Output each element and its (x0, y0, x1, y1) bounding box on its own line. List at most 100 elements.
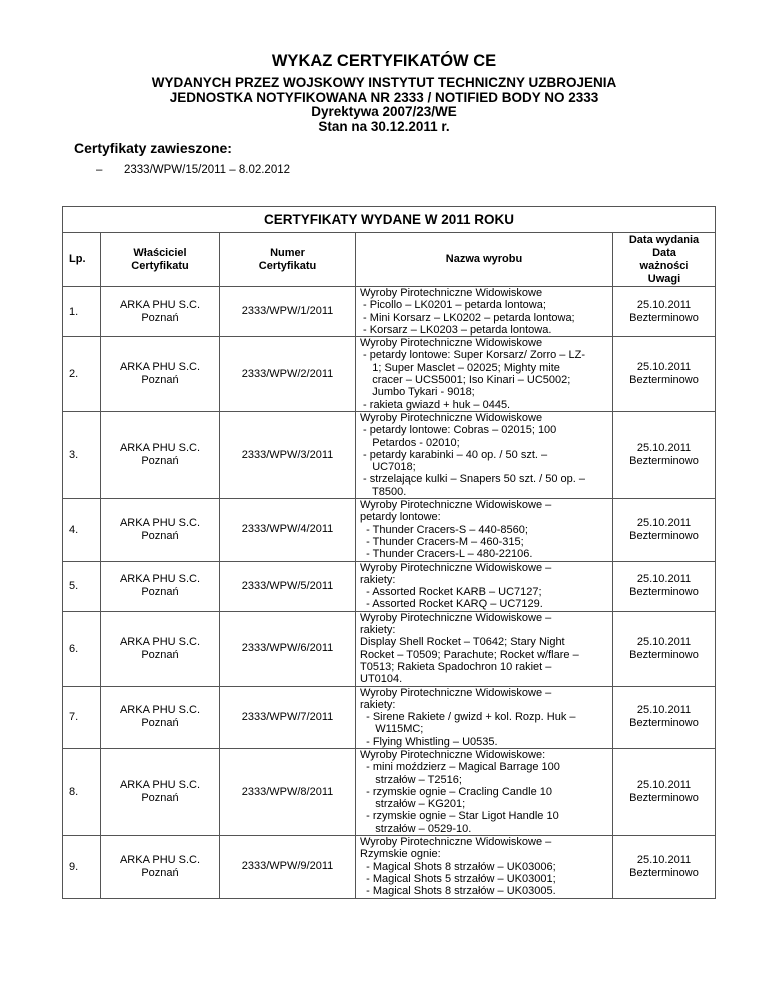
cell-number: 2333/WPW/7/2011 (219, 685, 356, 749)
cell-product: Wyroby Pirotechniczne Widowiskowe – rakie… (355, 685, 613, 749)
cell-number: 2333/WPW/5/2011 (219, 560, 356, 612)
date-line: Bezterminowo (629, 529, 699, 542)
cell-product: Wyroby Pirotechniczne Widowiskowe - Pico… (355, 285, 613, 338)
owner-line: ARKA PHU S.C. (119, 573, 201, 586)
date-line: 25.10.2011 (636, 361, 692, 374)
product-line: - Korsarz – LK0203 – petarda lontowa. (360, 323, 552, 336)
col-date-line: Uwagi (647, 272, 681, 285)
cell-number: 2333/WPW/3/2011 (219, 410, 356, 500)
product-line: W115MC; (360, 723, 424, 736)
product-line: - Magical Shots 5 strzałów – UK03001; (360, 872, 556, 885)
owner-line: ARKA PHU S.C. (119, 635, 201, 648)
table-row: 2. ARKA PHU S.C. Poznań 2333/WPW/2/2011 Wyro… (62, 336, 717, 412)
cell-lp: 4. (62, 498, 101, 562)
product-line: Wyroby Pirotechniczne Widowiskowe: (360, 748, 546, 761)
owner-line: ARKA PHU S.C. (119, 516, 201, 529)
owner-line: Poznań (141, 586, 179, 599)
product-line: UT0104. (360, 673, 403, 686)
product-line: cracer – UCS5001; Iso Kinari – UC5002; (360, 374, 571, 387)
product-line: Wyroby Pirotechniczne Widowiskowe – (360, 561, 552, 574)
cell-date: 25.10.2011 Bezterminowo (611, 685, 717, 749)
certificates-table: CERTYFIKATY WYDANE W 2011 ROKU Lp. Właśc… (61, 206, 717, 899)
owner-line: Poznań (141, 648, 179, 661)
cell-product: Wyroby Pirotechniczne Widowiskowe: - min… (355, 747, 613, 837)
cell-owner: ARKA PHU S.C. Poznań (100, 285, 220, 338)
table-row: 5. ARKA PHU S.C. Poznań 2333/WPW/5/2011 Wyro… (62, 560, 717, 612)
col-date-line: Data wydania (628, 233, 700, 246)
product-line: - Thunder Cracers-S – 440-8560; (360, 523, 528, 536)
product-line: rakiety: (360, 698, 396, 711)
product-line: - Assorted Rocket KARQ – UC7129. (360, 598, 543, 611)
product-line: strzałów – T2516; (360, 773, 462, 786)
cell-product: Wyroby Pirotechniczne Widowiskowe - peta… (355, 410, 613, 500)
col-number-line: Numer (270, 246, 305, 259)
suspended-item-text: 2333/WPW/15/2011 – 8.02.2012 (124, 164, 291, 176)
subtitle-line: Stan na 30.12.2011 r. (318, 118, 450, 134)
product-line: Wyroby Pirotechniczne Widowiskowe (360, 287, 543, 299)
date-line: Bezterminowo (629, 311, 699, 324)
date-line: 25.10.2011 (636, 853, 692, 866)
table-row: 1. ARKA PHU S.C. Poznań 2333/WPW/1/2011 Wyro… (62, 285, 717, 338)
subtitle-line: WYDANYCH PRZEZ WOJSKOWY INSTYTUT TECHNIC… (151, 75, 617, 90)
date-line: 25.10.2011 (636, 635, 692, 648)
cell-lp: 7. (62, 685, 101, 749)
product-line: Petardos - 02010; (360, 436, 460, 449)
owner-line: Poznań (141, 792, 179, 805)
cell-lp: 5. (62, 560, 101, 612)
product-line: - Thunder Cracers-L – 480-22106. (360, 548, 533, 561)
owner-line: Poznań (141, 529, 179, 542)
product-line: Wyroby Pirotechniczne Widowiskowe – (360, 611, 552, 624)
date-line: Bezterminowo (629, 792, 699, 805)
col-lp: Lp. (62, 232, 101, 287)
owner-line: Poznań (141, 311, 179, 324)
owner-line: ARKA PHU S.C. (119, 853, 201, 866)
owner-line: Poznań (141, 866, 179, 879)
owner-line: ARKA PHU S.C. (119, 361, 201, 374)
cell-date: 25.10.2011 Bezterminowo (611, 747, 717, 837)
col-number-line: Certyfikatu (258, 259, 317, 272)
cell-lp: 1. (62, 285, 101, 338)
col-owner: Właściciel Certyfikatu (100, 232, 220, 287)
cell-product: Wyroby Pirotechniczne Widowiskowe - peta… (355, 336, 613, 412)
subtitle-line: JEDNOSTKA NOTYFIKOWANA NR 2333 / NOTIFIE… (169, 89, 599, 105)
product-line: - mini moździerz – Magical Barrage 100 (360, 761, 560, 774)
cell-date: 25.10.2011 Bezterminowo (611, 560, 717, 612)
product-line: - Assorted Rocket KARB – UC7127; (360, 586, 542, 599)
product-line: - petardy karabinki – 40 op. / 50 szt. – (360, 448, 548, 461)
cell-owner: ARKA PHU S.C. Poznań (100, 747, 220, 837)
product-line: rakiety: (360, 624, 396, 637)
product-line: Rzymskie ognie: (360, 848, 441, 861)
product-line: strzałów – 0529-10. (360, 822, 472, 835)
product-line: Wyroby Pirotechniczne Widowiskowe – (360, 836, 552, 849)
cell-date: 25.10.2011 Bezterminowo (611, 835, 717, 899)
product-line: Wyroby Pirotechniczne Widowiskowe – (360, 686, 552, 699)
product-line: - rzymskie ognie – Cracling Candle 10 (360, 785, 552, 798)
product-line: T8500. (360, 485, 407, 498)
cell-product: Wyroby Pirotechniczne Widowiskowe – Rzyms… (355, 835, 613, 899)
cell-product: Wyroby Pirotechniczne Widowiskowe – rakie… (355, 560, 613, 612)
subtitle-line: Dyrektywa 2007/23/WE (311, 104, 457, 119)
table-row: 6. ARKA PHU S.C. Poznań 2333/WPW/6/2011 Wyro… (62, 610, 717, 687)
product-line: - Sirene Rakiete / gwizd + kol. Rozp. Hu… (360, 711, 576, 724)
product-line: - Thunder Cracers-M – 460-315; (360, 535, 524, 548)
cell-number: 2333/WPW/9/2011 (219, 835, 356, 899)
table-row: 3. ARKA PHU S.C. Poznań 2333/WPW/3/2011 Wyro… (62, 410, 717, 500)
date-line: Bezterminowo (629, 717, 699, 730)
col-number: Numer Certyfikatu (219, 232, 356, 287)
date-line: Bezterminowo (629, 648, 699, 661)
product-line: T0513; Rakieta Spadochron 10 rakiet – (360, 660, 552, 673)
date-line: 25.10.2011 (636, 573, 692, 586)
product-line: 1; Super Masclet – 02025; Mighty mite (360, 361, 560, 374)
col-date: Data wydania Data ważności Uwagi (611, 232, 717, 287)
cell-number: 2333/WPW/2/2011 (219, 336, 356, 412)
col-owner-line: Certyfikatu (131, 259, 189, 272)
product-line: - Picollo – LK0201 – petarda lontowa; (360, 299, 546, 312)
owner-line: ARKA PHU S.C. (119, 779, 201, 792)
date-line: Bezterminowo (629, 586, 699, 599)
owner-line: Poznań (141, 374, 179, 387)
date-line: 25.10.2011 (636, 516, 692, 529)
table-caption: CERTYFIKATY WYDANE W 2011 ROKU (61, 206, 717, 233)
cell-date: 25.10.2011 Bezterminowo (611, 285, 717, 338)
product-line: Wyroby Pirotechniczne Widowiskowe – (360, 499, 552, 512)
cell-owner: ARKA PHU S.C. Poznań (100, 498, 220, 562)
